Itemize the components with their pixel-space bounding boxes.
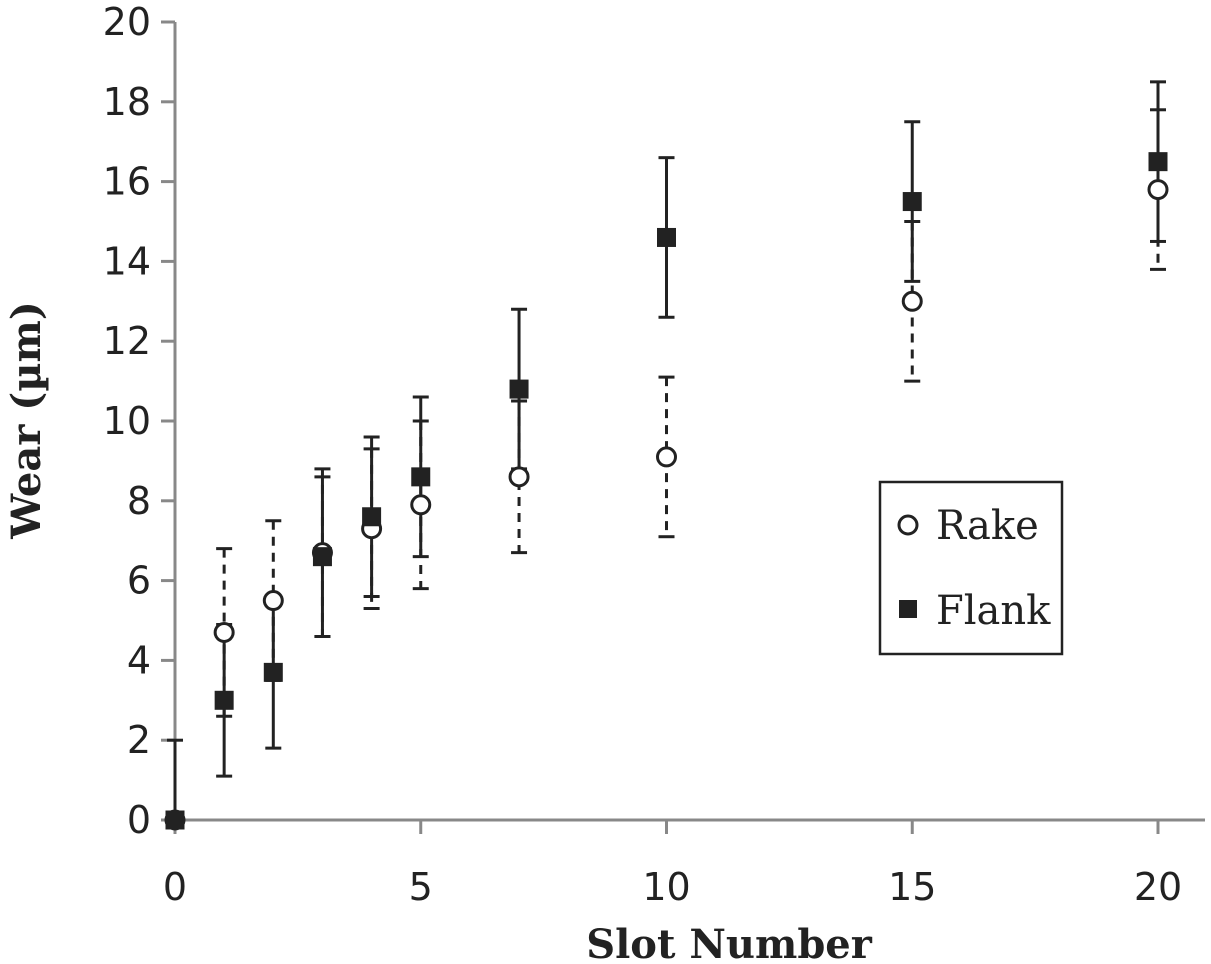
y-tick-label: 2 <box>127 718 151 762</box>
x-tick-label: 15 <box>888 865 936 909</box>
flank-point <box>902 192 922 212</box>
y-tick-label: 10 <box>103 399 151 443</box>
x-axis-ticks: 0 5 10 15 20 <box>163 820 1182 909</box>
y-tick-label: 12 <box>103 319 151 363</box>
x-axis-title: Slot Number <box>586 921 873 964</box>
y-tick-label: 4 <box>127 638 151 682</box>
flank-point <box>411 467 431 487</box>
y-tick-label: 0 <box>127 798 151 842</box>
rake-point <box>1147 179 1169 201</box>
flank-point <box>214 690 234 710</box>
rake-point <box>656 446 677 468</box>
y-tick-label: 20 <box>103 0 151 44</box>
legend: Rake Flank <box>878 480 1064 656</box>
y-axis-title: Wear (µm) <box>3 301 50 539</box>
y-tick-label: 6 <box>127 559 151 603</box>
y-tick-label: 16 <box>103 160 151 204</box>
axes <box>161 22 1205 822</box>
legend-flank-label: Flank <box>936 588 1051 634</box>
flank-point <box>312 547 332 567</box>
rake-point <box>262 590 284 612</box>
legend-rake-marker <box>897 514 919 536</box>
rake-point <box>508 466 530 488</box>
data-markers <box>164 152 1169 831</box>
flank-point <box>509 379 529 399</box>
flank-point <box>165 810 185 830</box>
rake-point <box>213 621 235 643</box>
rake-point <box>410 494 432 516</box>
y-tick-label: 8 <box>127 479 151 523</box>
flank-point <box>362 507 382 527</box>
legend-flank-marker <box>899 600 917 618</box>
x-tick-label: 20 <box>1134 865 1182 909</box>
y-tick-label: 14 <box>103 239 151 283</box>
y-axis-ticks: 0 2 4 6 8 10 12 14 16 18 20 <box>103 0 175 842</box>
rake-point <box>901 290 923 312</box>
legend-box <box>878 480 1064 656</box>
y-tick-label: 18 <box>103 80 151 124</box>
x-tick-label: 5 <box>409 865 433 909</box>
x-tick-label: 0 <box>163 865 187 909</box>
flank-point <box>263 662 283 682</box>
legend-rake-label: Rake <box>936 503 1039 549</box>
flank-point <box>657 227 676 247</box>
flank-point <box>1148 152 1168 172</box>
x-tick-label: 10 <box>642 865 690 909</box>
